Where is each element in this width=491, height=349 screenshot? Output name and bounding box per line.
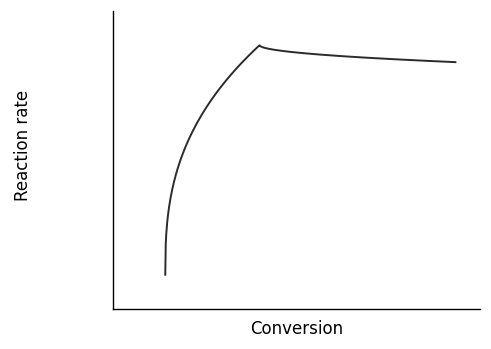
Y-axis label: Reaction rate: Reaction rate <box>14 89 32 201</box>
X-axis label: Conversion: Conversion <box>250 320 343 338</box>
